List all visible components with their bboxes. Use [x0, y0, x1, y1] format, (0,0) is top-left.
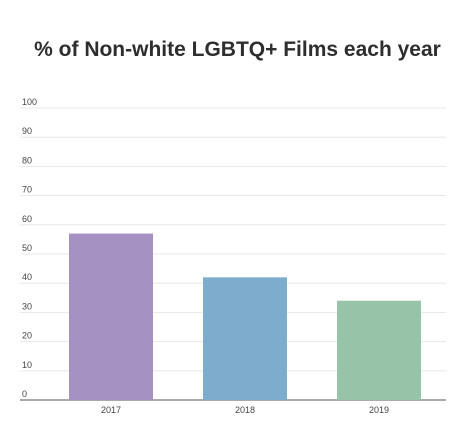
y-tick-labels: 0 10 20 30 40 50 60 70 80 90 100	[22, 97, 37, 399]
y-tick-label: 70	[22, 185, 32, 195]
x-tick-label-2019: 2019	[369, 405, 389, 415]
bars	[69, 233, 421, 400]
x-tick-labels: 2017 2018 2019	[101, 405, 389, 415]
y-tick-label: 0	[22, 389, 27, 399]
y-tick-label: 30	[22, 301, 32, 311]
y-tick-label: 80	[22, 155, 32, 165]
y-tick-label: 20	[22, 331, 32, 341]
y-tick-label: 100	[22, 97, 37, 107]
y-tick-label: 40	[22, 272, 32, 282]
x-tick-label-2018: 2018	[235, 405, 255, 415]
y-tick-label: 60	[22, 214, 32, 224]
y-tick-label: 50	[22, 243, 32, 253]
bar-2019	[337, 300, 421, 400]
y-tick-label: 90	[22, 126, 32, 136]
x-tick-label-2017: 2017	[101, 405, 121, 415]
y-tick-label: 10	[22, 360, 32, 370]
source-note: ​	[20, 431, 100, 441]
chart-title: % of Non-white LGBTQ+ Films each year	[34, 38, 441, 61]
bar-2017	[69, 233, 153, 400]
bar-2018	[203, 277, 287, 400]
